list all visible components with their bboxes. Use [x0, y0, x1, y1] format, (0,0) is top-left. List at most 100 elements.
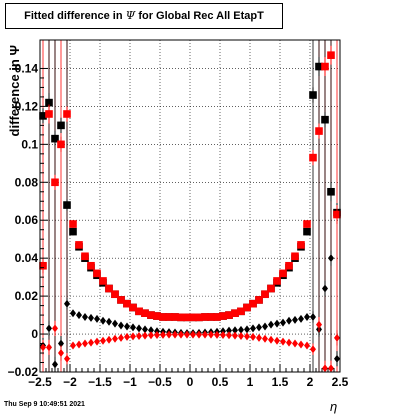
- data-point-diamond: [310, 312, 316, 321]
- data-point-diamond: [328, 364, 334, 373]
- x-tick-label: −2.5: [28, 375, 52, 389]
- data-point-diamond: [280, 337, 286, 346]
- data-point-diamond: [136, 331, 142, 340]
- data-point-diamond: [160, 330, 166, 339]
- data-point-square: [57, 140, 65, 149]
- data-point-square: [39, 261, 47, 270]
- data-point-diamond: [256, 333, 262, 342]
- timestamp: Thu Sep 9 10:49:51 2021: [4, 401, 85, 408]
- data-point-diamond: [310, 345, 316, 354]
- data-point-diamond: [112, 319, 118, 328]
- data-point-diamond: [70, 309, 76, 318]
- data-point-square: [321, 115, 329, 124]
- data-point-diamond: [136, 324, 142, 333]
- data-point-diamond: [166, 330, 172, 339]
- data-point-diamond: [76, 340, 82, 349]
- data-point-square: [111, 290, 119, 299]
- data-point-diamond: [112, 334, 118, 343]
- tick-labels: −2.5 −2 −1.5 −1 −0.5 0 0.5 1 1.5 2 2.5 −0.02 0 0.02 0.…: [8, 61, 349, 389]
- data-point-square: [303, 227, 311, 236]
- data-point-diamond: [52, 360, 58, 369]
- data-point-square: [315, 127, 323, 135]
- data-point-diamond: [250, 332, 256, 341]
- x-tick-label: 2.5: [332, 375, 349, 389]
- data-point-square: [123, 299, 131, 308]
- data-point-diamond: [298, 314, 304, 323]
- y-tick-label: 0.14: [15, 61, 39, 75]
- data-point-diamond: [76, 311, 82, 320]
- data-point-square: [249, 299, 257, 308]
- data-point-diamond: [64, 299, 70, 308]
- data-point-square: [183, 313, 191, 322]
- data-point-diamond: [244, 332, 250, 341]
- data-point-diamond: [46, 343, 52, 352]
- data-point-diamond: [322, 284, 328, 293]
- data-point-diamond: [70, 341, 76, 350]
- data-point-square: [309, 91, 317, 99]
- data-point-square: [315, 62, 323, 71]
- data-point-diamond: [232, 331, 238, 340]
- data-point-diamond: [250, 324, 256, 333]
- data-point-diamond: [118, 333, 124, 342]
- y-axis-label: difference in Ψ: [7, 45, 22, 136]
- data-point-diamond: [280, 318, 286, 327]
- data-point-square: [309, 153, 317, 162]
- data-point-diamond: [88, 338, 94, 347]
- data-point-square: [153, 312, 161, 320]
- data-point-square: [243, 303, 251, 312]
- data-point-diamond: [298, 340, 304, 349]
- chart-title: Fitted difference in Ψ for Global Rec Al…: [5, 3, 283, 29]
- data-point-diamond: [100, 336, 106, 345]
- data-point-diamond: [238, 331, 244, 340]
- data-point-diamond: [142, 325, 148, 334]
- x-tick-label: −0.5: [148, 375, 172, 389]
- title-text-before: Fitted difference in: [24, 10, 126, 22]
- data-point-diamond: [202, 330, 208, 339]
- data-point-square: [141, 309, 149, 317]
- data-point-diamond: [268, 335, 274, 344]
- data-point-square: [93, 269, 101, 278]
- data-point-diamond: [316, 320, 322, 329]
- data-point-diamond: [292, 315, 298, 324]
- y-tick-label: 0.08: [15, 175, 39, 189]
- data-point-diamond: [334, 354, 340, 363]
- data-point-square: [63, 201, 71, 209]
- x-tick-label: 1: [247, 375, 254, 389]
- data-point-diamond: [244, 325, 250, 334]
- x-tick-label: 0.5: [212, 375, 229, 389]
- y-tick-label: 0.12: [15, 99, 39, 113]
- data-point-square: [81, 252, 89, 261]
- data-point-diamond: [148, 331, 154, 340]
- data-point-square: [177, 313, 185, 322]
- data-point-diamond: [256, 323, 262, 332]
- data-point-diamond: [214, 330, 220, 339]
- data-point-diamond: [184, 330, 190, 339]
- data-point-square: [225, 311, 233, 319]
- data-point-square: [321, 62, 329, 71]
- data-point-square: [117, 296, 125, 304]
- data-point-diamond: [154, 331, 160, 340]
- psi-symbol: Ψ: [125, 9, 136, 22]
- data-point-square: [45, 98, 53, 107]
- data-point-square: [261, 290, 269, 299]
- data-point-diamond: [94, 314, 100, 323]
- data-point-square: [273, 277, 281, 285]
- data-point-square: [135, 307, 143, 316]
- data-point-square: [69, 220, 77, 228]
- data-point-square: [285, 261, 293, 270]
- data-point-diamond: [58, 339, 64, 348]
- data-point-diamond: [148, 326, 154, 335]
- data-point-diamond: [262, 334, 268, 343]
- data-point-square: [297, 241, 305, 249]
- y-tick-label: 0.04: [15, 251, 39, 265]
- data-point-diamond: [130, 332, 136, 341]
- data-point-diamond: [178, 330, 184, 339]
- data-point-diamond: [220, 331, 226, 340]
- data-point-diamond: [106, 335, 112, 344]
- data-point-diamond: [124, 322, 130, 331]
- data-point-diamond: [106, 317, 112, 326]
- data-point-diamond: [64, 354, 70, 363]
- data-point-diamond: [274, 319, 280, 328]
- data-point-diamond: [52, 324, 58, 333]
